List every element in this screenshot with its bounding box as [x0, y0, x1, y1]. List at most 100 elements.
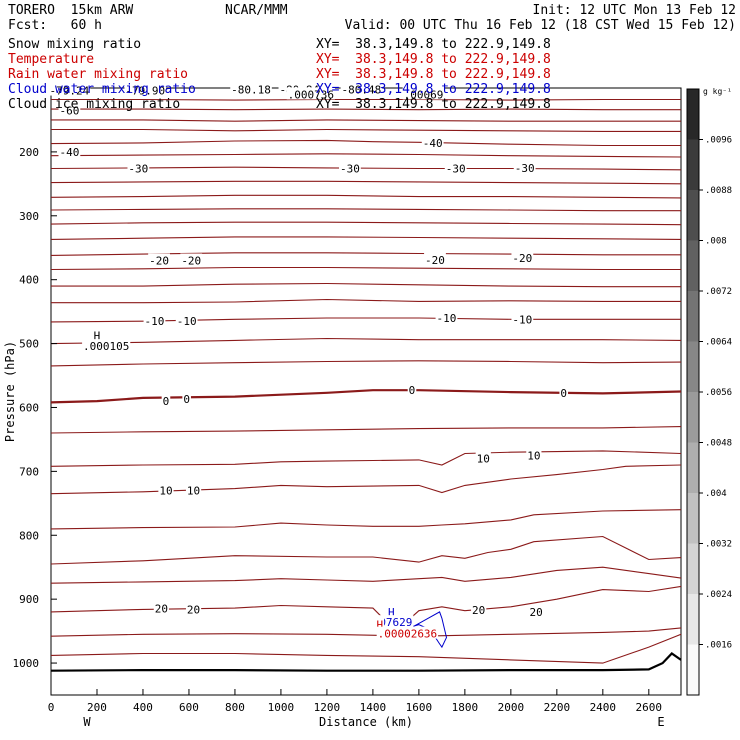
contour-label-bg: [230, 82, 272, 95]
contour-label: -79.24: [50, 85, 90, 98]
contour-label-bg: [435, 311, 458, 324]
isotherm-line: [51, 282, 681, 288]
isotherm-line: [50, 633, 682, 664]
x-tick-label: 1600: [406, 701, 433, 714]
contour-label: -80.48: [342, 83, 382, 96]
endpoint-west: W: [83, 715, 91, 729]
contour-label: -20: [425, 254, 445, 267]
contour-label: 20: [155, 603, 168, 616]
isotherm-line: [50, 585, 682, 632]
contour-label: -79.90: [125, 85, 165, 98]
colorbar-tick-label: .0088: [705, 186, 732, 196]
x-tick-label: 200: [87, 701, 107, 714]
isotherm-line: [51, 298, 681, 304]
contour-label-bg: [143, 314, 166, 327]
contour-label: .000736: [288, 88, 334, 101]
contour-label: -80.18: [231, 83, 271, 96]
field-name-snow: Snow mixing ratio: [8, 37, 142, 52]
contour-label: -10: [145, 315, 165, 328]
colorbar-segment: [687, 240, 699, 291]
isotherm-line: [50, 194, 682, 199]
contour-label-bg: [378, 615, 414, 628]
isotherm-line: [50, 180, 682, 185]
field-xy-cloud-water: XY= 38.3,149.8 to 222.9,149.8: [316, 82, 551, 97]
field-name-rain: Rain water mixing ratio: [8, 67, 189, 82]
x-tick-label: 2600: [636, 701, 663, 714]
isotherm-line: [51, 119, 681, 122]
contour-label-bg: [286, 87, 335, 100]
y-tick-label: 200: [19, 146, 39, 159]
contour-label-bg: [386, 604, 396, 617]
contour-label-bg: [375, 617, 385, 630]
x-tick-label: 600: [179, 701, 199, 714]
isotherm-line: [50, 221, 682, 226]
x-tick-label: 1200: [314, 701, 341, 714]
contour-label: .00069: [404, 88, 444, 101]
cloud-water-contour: [395, 611, 448, 649]
header-valid: Valid: 00 UTC Thu 16 Feb 12 (18 CST Wed …: [344, 18, 736, 33]
field-xy-rain: XY= 38.3,149.8 to 222.9,149.8: [316, 67, 551, 82]
contour-label-bg: [402, 87, 445, 100]
contour-label-bg: [511, 250, 534, 263]
contour-label: 10: [527, 449, 540, 462]
colorbar-tick-label: .0032: [705, 540, 732, 550]
isotherm-line: [50, 509, 682, 530]
contour-label-bg: [511, 312, 534, 325]
field-xy-cloud-ice: XY= 38.3,149.8 to 222.9,149.8: [316, 97, 551, 112]
isotherm-line: [50, 566, 682, 584]
contour-label: 10: [159, 485, 172, 498]
contour-label: 0: [409, 384, 416, 397]
contour-label: 0: [183, 393, 190, 406]
contour-label-bg: [161, 394, 171, 407]
contour-label-bg: [185, 602, 202, 615]
contour-label-bg: [124, 83, 167, 96]
field-xy-snow: XY= 38.3,149.8 to 222.9,149.8: [316, 37, 551, 52]
contour-label-bg: [444, 161, 467, 174]
colorbar-tick-label: .0048: [705, 439, 732, 449]
y-tick-label: 500: [19, 338, 39, 351]
colorbar-segment: [687, 493, 699, 544]
isotherm-line: [50, 464, 682, 495]
x-tick-label: 400: [133, 701, 153, 714]
colorbar-tick-label: .0096: [705, 136, 732, 146]
contour-label-bg: [148, 253, 170, 266]
contour-label-bg: [185, 483, 202, 496]
colorbar-segment: [687, 341, 699, 392]
contour-label: -30: [515, 162, 535, 175]
contour-label-bg: [58, 144, 81, 157]
x-axis-title: Distance (km): [319, 715, 413, 729]
contour-label: -60: [59, 104, 79, 117]
contour-label: 10: [477, 453, 490, 466]
contour-label-bg: [153, 601, 169, 614]
contour-label-bg: [340, 82, 383, 95]
x-tick-label: 1000: [268, 701, 295, 714]
terrain-line: [50, 652, 682, 672]
contour-label: -30: [128, 163, 148, 176]
isotherm-line: [50, 252, 681, 256]
contour-label-bg: [526, 448, 542, 461]
contour-label: -20: [512, 252, 532, 265]
y-tick-label: 800: [19, 529, 39, 542]
isotherm-line: [50, 426, 682, 434]
endpoint-east: E: [657, 715, 664, 729]
y-tick-label: 300: [19, 210, 39, 223]
header-model: TORERO 15km ARW: [8, 3, 134, 18]
contour-label-bg: [82, 339, 131, 352]
isotherm-line: [50, 153, 682, 158]
colorbar-segment: [687, 291, 699, 342]
contour-label-bg: [475, 451, 491, 464]
isotherm-line: [51, 98, 681, 101]
contour-label: -10: [512, 313, 532, 326]
isotherm-line: [51, 108, 681, 111]
colorbar-tick-label: .0016: [705, 641, 732, 651]
isotherm-line: [50, 389, 682, 404]
colorbar-tick-label: .0072: [705, 287, 732, 297]
isotherm-line: [50, 450, 682, 467]
colorbar-tick-label: .0024: [705, 590, 732, 600]
contour-label-bg: [92, 328, 102, 341]
contour-label-bg: [471, 603, 487, 616]
x-tick-label: 2200: [544, 701, 571, 714]
contour-label-bg: [175, 314, 198, 327]
contour-label-bg: [180, 253, 203, 266]
